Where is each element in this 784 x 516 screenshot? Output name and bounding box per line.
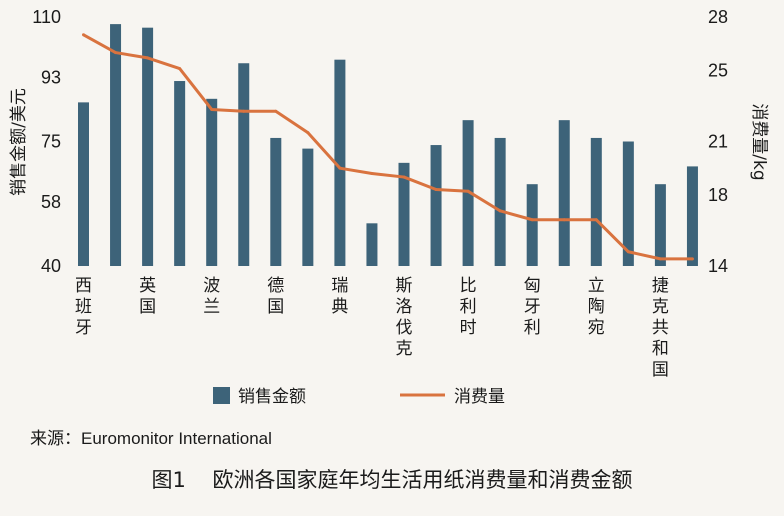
- point-consumption: [466, 189, 470, 193]
- bar-sales: [686, 166, 698, 266]
- legend-swatch-sales: [213, 387, 230, 404]
- point-consumption: [114, 51, 118, 55]
- point-consumption: [82, 33, 85, 37]
- bar-sales: [526, 184, 538, 266]
- bar-sales: [462, 120, 474, 267]
- bar-sales: [110, 24, 122, 266]
- bar-sales: [174, 81, 186, 267]
- x-tick-label: 捷克共和国: [652, 276, 669, 380]
- legend: 销售金额 消费量: [213, 387, 505, 407]
- bar-sales: [334, 59, 346, 266]
- y-tick-right: 25: [708, 60, 728, 80]
- point-consumption: [434, 188, 438, 192]
- bar-sales: [398, 162, 410, 266]
- y-tick-right: 21: [708, 132, 728, 152]
- bar-sales: [238, 63, 250, 266]
- y-tick-right: 14: [708, 256, 728, 276]
- x-tick-label: 比利时: [460, 276, 477, 338]
- y-tick-left: 40: [41, 256, 61, 276]
- figure-caption: 图1 欧洲各国家庭年均生活用纸消费量和消费金额: [151, 468, 633, 492]
- bar-sales: [366, 223, 378, 266]
- legend-label-sales: 销售金额: [238, 387, 306, 407]
- point-consumption: [562, 218, 566, 222]
- bar-sales: [654, 184, 666, 266]
- point-consumption: [530, 218, 534, 222]
- point-consumption: [658, 257, 662, 261]
- y-tick-right: 28: [708, 7, 728, 27]
- x-tick-label: 匈牙利: [524, 276, 541, 338]
- line-consumption: [82, 33, 693, 261]
- y-tick-left: 58: [41, 192, 61, 212]
- legend-label-consumption: 消费量: [454, 387, 505, 407]
- y-tick-left: 110: [32, 7, 61, 27]
- bar-sales: [590, 137, 602, 266]
- point-consumption: [402, 175, 406, 179]
- point-consumption: [178, 67, 182, 71]
- bar-sales: [558, 120, 570, 267]
- point-consumption: [274, 109, 278, 113]
- point-consumption: [498, 209, 502, 213]
- x-tick-label: 德国: [267, 276, 284, 317]
- bar-sales: [142, 27, 154, 266]
- point-consumption: [370, 172, 374, 176]
- bar-sales: [430, 145, 442, 266]
- y-tick-left: 75: [41, 132, 61, 152]
- point-consumption: [210, 107, 214, 111]
- x-tick-label: 瑞典: [331, 276, 348, 317]
- x-tick-label: 斯洛伐克: [396, 276, 413, 359]
- y-axis-right-label: 消费量/kg: [749, 103, 769, 180]
- bar-sales: [206, 98, 218, 266]
- x-tick-label: 英国: [139, 276, 156, 317]
- y-tick-right: 18: [708, 185, 728, 205]
- point-consumption: [146, 56, 150, 60]
- bar-sales: [302, 148, 314, 266]
- point-consumption: [594, 218, 598, 222]
- bar-sales: [494, 137, 506, 266]
- source-note: 来源：Euromonitor International: [30, 429, 272, 448]
- y-axis-left-label: 销售金额/美元: [9, 88, 29, 196]
- point-consumption: [306, 131, 310, 135]
- bar-sales: [78, 102, 89, 266]
- point-consumption: [338, 166, 342, 170]
- bar-sales: [270, 137, 282, 266]
- point-consumption: [242, 109, 246, 113]
- x-tick-label: 立陶宛: [588, 276, 605, 338]
- bar-sales: [622, 141, 634, 266]
- x-tick-label: 波兰: [203, 276, 220, 317]
- point-consumption: [690, 257, 694, 261]
- x-tick-label: 西班牙: [75, 276, 92, 338]
- y-tick-left: 93: [41, 67, 61, 87]
- point-consumption: [626, 250, 630, 254]
